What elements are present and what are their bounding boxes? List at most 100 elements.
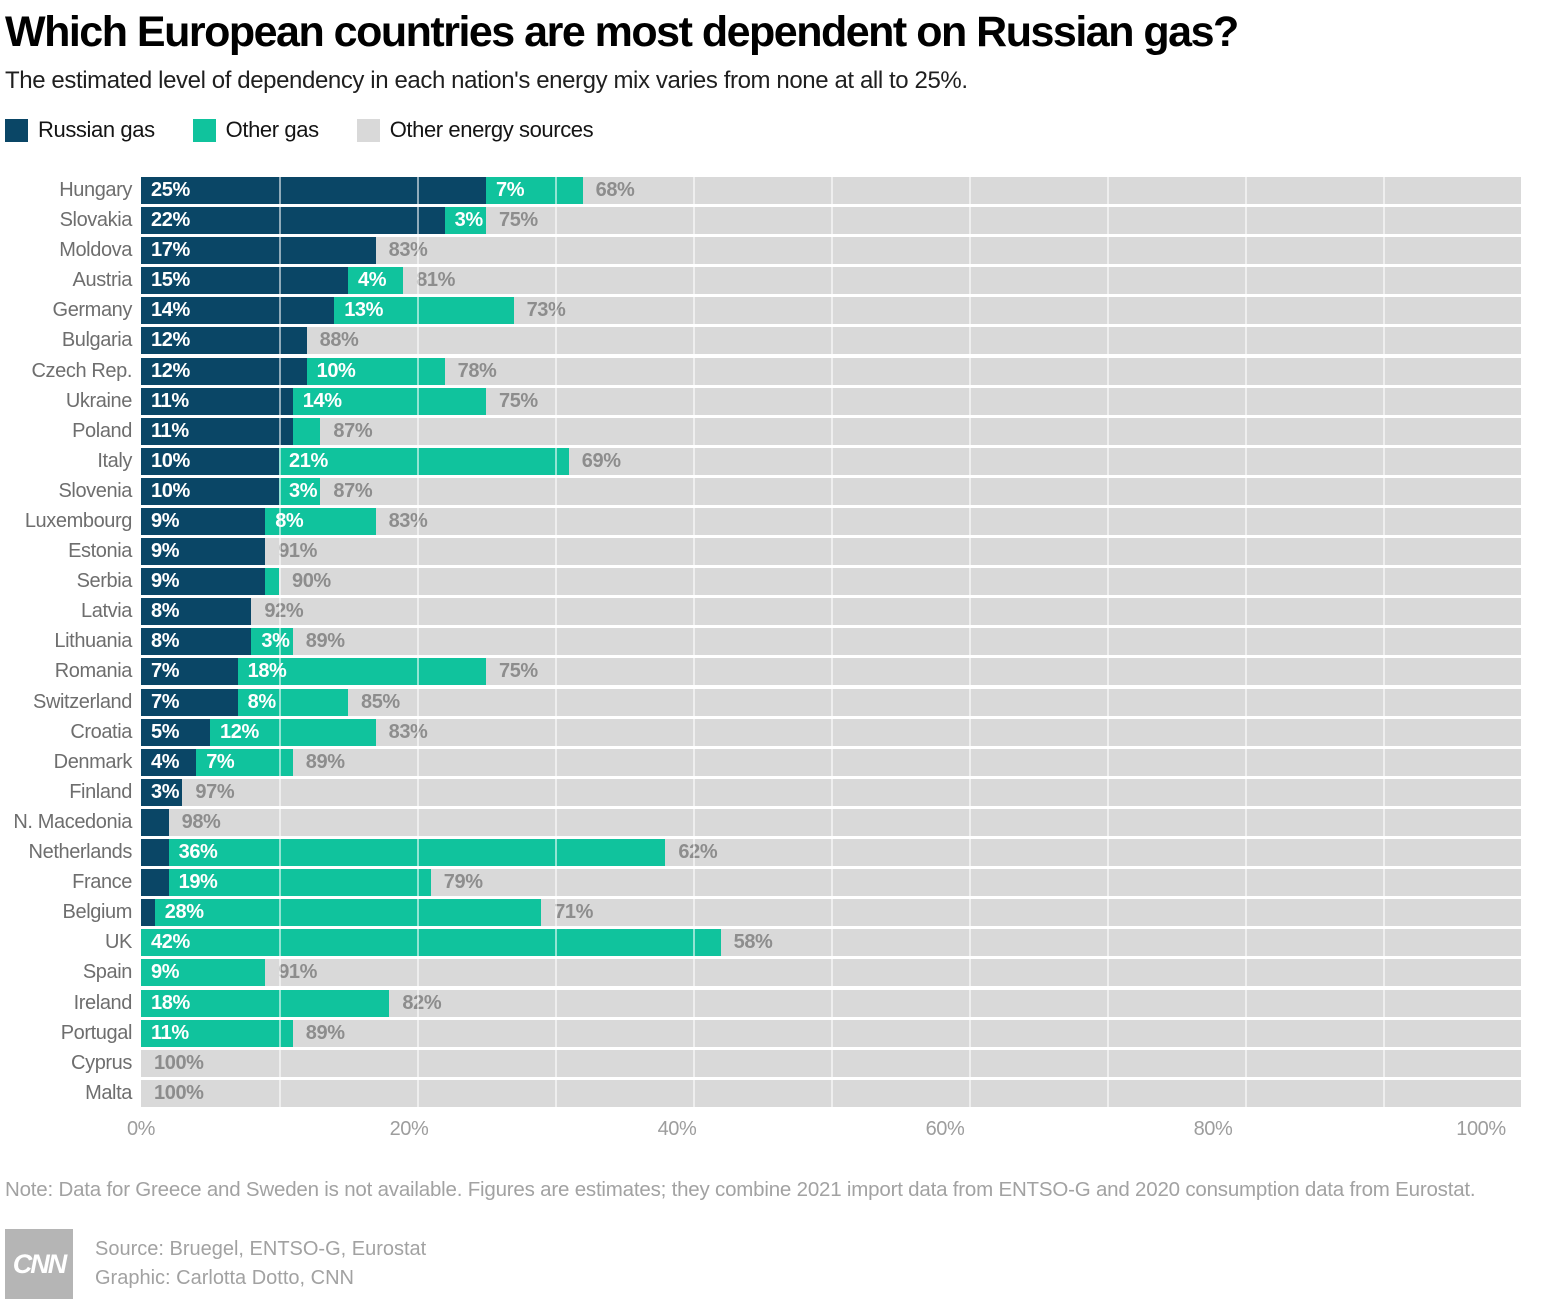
country-label: Cyprus (71, 1051, 132, 1074)
chart-row: Czech Rep. 12% 10% 78% (5, 356, 1521, 386)
axis-tick-label: 0% (126, 1118, 156, 1141)
country-label: France (72, 871, 132, 894)
legend: Russian gas Other gas Other energy sourc… (5, 117, 1561, 143)
chart-row: Moldova 17% 83% (5, 236, 1521, 266)
bar-track: 8% 92% (141, 598, 1521, 626)
bar-segment-other-gas: 10% (306, 357, 445, 385)
value-label: 75% (498, 209, 538, 232)
bar-segment-other-energy: 91% (265, 959, 1521, 987)
bar-segment-other-energy: 62% (665, 839, 1521, 867)
value-label: 14% (302, 389, 342, 412)
bar-segment-other-gas: 19% (168, 869, 431, 897)
chart-row: Estonia 9% 91% (5, 537, 1521, 567)
value-label: 7% (206, 750, 235, 773)
chart-row: Portugal 11% 89% (5, 1018, 1521, 1048)
bar-track: 9% 91% (141, 538, 1521, 566)
bar-segment-russian-gas: 9% (141, 568, 266, 596)
chart-note: Note: Data for Greece and Sweden is not … (5, 1178, 1476, 1202)
bar-segment-other-energy: 100% (141, 1079, 1521, 1107)
legend-swatch-other-gas (192, 118, 216, 142)
country-label: Luxembourg (24, 510, 133, 533)
bar-track: 14% 13% 73% (141, 297, 1521, 325)
legend-label: Other energy sources (389, 117, 594, 143)
bar-track: 7% 18% 75% (141, 658, 1521, 686)
chart-row: Ukraine 11% 14% 75% (5, 386, 1521, 416)
bar-segment-other-energy: 88% (306, 327, 1521, 355)
legend-swatch-other-energy (356, 118, 380, 142)
bar-segment-other-gas: 7% (196, 748, 293, 776)
country-label: Ireland (73, 991, 133, 1014)
page-title: Which European countries are most depend… (5, 8, 1239, 56)
country-label: Estonia (68, 540, 132, 563)
bar-segment-russian-gas: 17% (141, 237, 376, 265)
country-label: Romania (54, 660, 133, 683)
bar-segment-other-gas: 13% (334, 297, 514, 325)
bar-track: 11% 89% (141, 1019, 1521, 1047)
value-label: 12% (151, 329, 190, 352)
bar-track: 22% 3% 75% (141, 207, 1521, 235)
value-label: 19% (178, 871, 218, 894)
bar-segment-other-energy: 89% (292, 628, 1521, 656)
value-label: 3% (261, 630, 290, 653)
bar-segment-russian-gas: 10% (141, 477, 279, 505)
cnn-logo: CNN (5, 1229, 73, 1300)
chart-row: Ireland 18% 82% (5, 988, 1521, 1018)
value-label: 12% (151, 359, 190, 382)
value-label: 87% (333, 419, 373, 442)
value-label: 9% (151, 961, 180, 984)
bar-segment-other-energy: 75% (485, 387, 1521, 415)
country-label: Switzerland (33, 690, 132, 713)
value-label: 9% (151, 510, 180, 533)
bar-segment-russian-gas: 9% (141, 538, 266, 566)
bar-segment-russian-gas: 14% (141, 297, 335, 325)
bar-segment-russian-gas (141, 899, 155, 927)
country-label: Italy (97, 449, 132, 472)
footer: CNN Source: Bruegel, ENTSO-G, Eurostat G… (5, 1229, 1561, 1300)
value-label: 75% (498, 660, 538, 683)
value-label: 83% (388, 510, 428, 533)
chart-row: N. Macedonia 98% (5, 807, 1521, 837)
bar-segment-other-energy: 75% (485, 207, 1521, 235)
country-label: Poland (72, 419, 132, 442)
value-label: 8% (151, 600, 180, 623)
value-label: 97% (195, 780, 235, 803)
bar-segment-other-gas: 8% (237, 688, 348, 716)
legend-item-other-gas: Other gas (192, 117, 319, 143)
bar-segment-russian-gas: 7% (141, 658, 238, 686)
value-label: 68% (595, 178, 635, 201)
bar-segment-other-energy: 85% (347, 688, 1521, 716)
value-label: 3% (454, 209, 484, 232)
country-label: Hungary (59, 178, 132, 201)
bar-segment-other-gas: 9% (141, 959, 266, 987)
country-label: N. Macedonia (13, 810, 132, 833)
value-label: 90% (291, 570, 331, 593)
value-label: 91% (278, 961, 318, 984)
bar-segment-other-energy: 87% (320, 477, 1521, 505)
value-label: 11% (151, 1021, 189, 1044)
bar-track: 10% 21% 69% (141, 447, 1521, 475)
country-label: Czech Rep. (31, 359, 133, 382)
bar-segment-russian-gas: 4% (141, 748, 197, 776)
value-label: 14% (151, 299, 190, 322)
value-label: 58% (733, 931, 773, 954)
value-label: 71% (554, 901, 594, 924)
chart-row: Austria 15% 4% 81% (5, 266, 1521, 296)
legend-swatch-russian-gas (5, 118, 28, 142)
bar-segment-russian-gas: 12% (141, 327, 307, 355)
chart-row: Poland 11% 87% (5, 416, 1521, 446)
bar-segment-russian-gas: 15% (141, 267, 348, 295)
bar-segment-other-gas: 4% (348, 267, 404, 295)
bar-segment-other-energy: 68% (582, 176, 1521, 204)
bar-segment-other-energy: 83% (375, 508, 1521, 536)
bar-track: 10% 3% 87% (141, 477, 1521, 505)
bar-segment-other-gas: 7% (486, 176, 583, 204)
country-label: Denmark (53, 750, 133, 773)
bar-segment-other-energy: 91% (265, 538, 1521, 566)
country-label: Serbia (76, 570, 133, 593)
bar-segment-russian-gas: 10% (141, 447, 279, 475)
bar-segment-other-gas: 3% (251, 628, 293, 656)
bar-track: 42% 58% (141, 929, 1521, 957)
chart-row: Serbia 9% 90% (5, 567, 1521, 597)
bar-segment-other-energy: 100% (141, 1049, 1521, 1077)
country-label: Portugal (60, 1021, 133, 1044)
